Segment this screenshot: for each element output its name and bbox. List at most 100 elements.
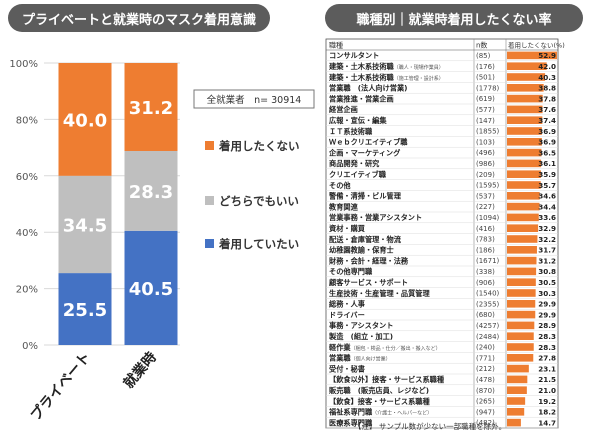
value-bar <box>507 73 546 81</box>
value-label: 30.8 <box>538 267 556 276</box>
value-label: 38.8 <box>538 84 556 93</box>
value-bar <box>507 116 543 124</box>
value-label: 52.9 <box>538 51 556 60</box>
value-label: 36.5 <box>538 148 556 157</box>
occupation-name: 商品開発・研究 <box>329 159 380 168</box>
value-label: 37.4 <box>538 116 556 125</box>
value-label: 36.9 <box>538 138 556 147</box>
occupation-name-main: クリエイティブ職 <box>329 170 387 179</box>
occupation-name: 軽作業（梱包・検品・仕分／搬出・搬入など） <box>329 343 441 352</box>
sample-count: (947) <box>476 408 495 416</box>
sample-count: (577) <box>476 106 495 114</box>
value-bar <box>507 397 526 405</box>
sample-size-label: 全就業者 n= 30914 <box>207 94 302 106</box>
sample-count: (212) <box>476 365 495 373</box>
sample-count: (680) <box>476 311 495 319</box>
sample-count: (4257) <box>476 322 500 330</box>
value-bar <box>507 418 521 427</box>
sample-count: (783) <box>476 236 495 244</box>
occupation-name-main: 幼稚園教諭・保育士 <box>329 246 394 255</box>
value-label: 30.3 <box>538 289 556 298</box>
x-tick-label: プライベート <box>28 349 94 424</box>
bar-segment <box>58 175 112 274</box>
bar-segment <box>124 230 178 345</box>
value-label: 37.6 <box>538 105 556 114</box>
header-occupation: 職種 <box>329 41 343 50</box>
data-label: 31.2 <box>129 98 173 119</box>
value-label: 32.9 <box>538 224 556 233</box>
bar-segment <box>124 150 178 231</box>
occupation-name: Ｗｅｂクリエイティブ職 <box>329 138 408 147</box>
occupation-name: 財務・会計・経理・法務 <box>328 256 409 265</box>
sample-count: (147) <box>476 117 495 125</box>
value-label: 42.0 <box>538 62 556 71</box>
value-bar <box>507 181 541 189</box>
value-bar <box>507 364 529 373</box>
occupation-name-main: コンサルタント <box>329 51 379 60</box>
occupation-name-main: 警備・清掃・ビル管理 <box>329 192 402 201</box>
occupation-name-main: 販売職 (販売店員、レジなど) <box>329 386 429 395</box>
bar-segment <box>124 63 178 151</box>
occupation-name: 建築・土木系技術職（施工管理・設計系） <box>329 73 444 82</box>
value-bar <box>507 235 538 243</box>
value-label: 29.9 <box>538 300 556 309</box>
footnote: 【注】 サンプル数が少ない一部職種を除外。 <box>354 422 507 431</box>
occupation-name: クリエイティブ職 <box>329 170 387 179</box>
value-bar <box>507 202 540 211</box>
occupation-name-main: 生産技術・生産管理・品質管理 <box>329 289 430 298</box>
value-bar <box>507 159 542 168</box>
sample-count: (2355) <box>476 300 500 308</box>
legend-swatch <box>205 239 214 248</box>
value-label: 31.7 <box>538 246 556 255</box>
occupation-name: 営業事務・営業アシスタント <box>329 213 422 222</box>
occupation-name-main: その他 <box>329 181 351 190</box>
value-bar <box>507 138 542 146</box>
occupation-name: ＩＴ系技術職 <box>329 127 373 136</box>
occupation-name-sub: （施工管理・設計系） <box>394 75 444 82</box>
occupation-name: その他 <box>329 181 351 190</box>
sample-count: (478) <box>476 376 495 384</box>
header-n: n数 <box>476 41 487 50</box>
occupation-name-main: 営業職 <box>329 354 351 363</box>
occupation-name-main: 経営企画 <box>329 105 358 114</box>
value-label: 31.2 <box>538 256 556 265</box>
sample-count: (1671) <box>476 257 500 265</box>
value-label: 33.6 <box>538 213 556 222</box>
data-label: 28.3 <box>129 182 173 203</box>
value-bar <box>507 321 535 330</box>
value-label: 32.2 <box>538 235 556 244</box>
occupation-name: 医療系専門職 <box>329 418 373 427</box>
value-label: 36.1 <box>538 159 556 168</box>
value-label: 28.3 <box>538 343 556 352</box>
occupation-name: 企画・マーケティング <box>328 148 401 157</box>
occupation-name: 生産技術・生産管理・品質管理 <box>329 289 430 298</box>
value-bar <box>507 192 540 200</box>
sample-count: (906) <box>476 279 495 287</box>
sample-count: (986) <box>476 160 495 168</box>
occupation-name: 福祉系専門職（介護士・ヘルパーなど） <box>328 408 432 417</box>
occupation-name-main: 財務・会計・経理・法務 <box>328 256 409 265</box>
sample-count: (1855) <box>476 128 500 136</box>
value-label: 18.2 <box>538 408 556 417</box>
sample-count: (240) <box>476 344 495 352</box>
sample-count: (1595) <box>476 182 500 190</box>
occupation-name-main: 福祉系専門職 <box>328 408 373 417</box>
left-chart-title: プライベートと就業時のマスク着用意識 <box>8 4 270 32</box>
occupation-name: 【飲食以外】接客・サービス系職種 <box>329 375 445 384</box>
occupation-name: コンサルタント <box>329 51 379 60</box>
sample-count: (1778) <box>476 84 500 92</box>
occupation-name-main: 顧客サービス・サポート <box>329 278 408 287</box>
value-bar <box>507 256 537 265</box>
occupation-table-chart: 職種 n数 着用したくない(%)コンサルタント (85) 52.9建築・土木系技術職（職… <box>325 38 565 429</box>
sample-count: (501) <box>476 74 495 82</box>
value-label: 29.9 <box>538 310 556 319</box>
value-label: 21.0 <box>538 386 556 395</box>
occupation-name-sub: （個人向け営業） <box>351 356 391 363</box>
value-bar <box>507 94 543 103</box>
occupation-name-main: 【飲食以外】接客・サービス系職種 <box>329 375 445 384</box>
value-bar <box>507 343 534 351</box>
value-label: 21.5 <box>538 375 556 384</box>
stacked-bar-chart: 0% 20% 40% 60% 80% 100% 25.5 34.5 40.0 プライベート 40.5… <box>9 59 315 424</box>
occupation-name-main: 【飲食】接客・サービス系職種 <box>329 397 430 406</box>
occupation-name-main: 営業職 (法人向け営業) <box>329 84 407 93</box>
